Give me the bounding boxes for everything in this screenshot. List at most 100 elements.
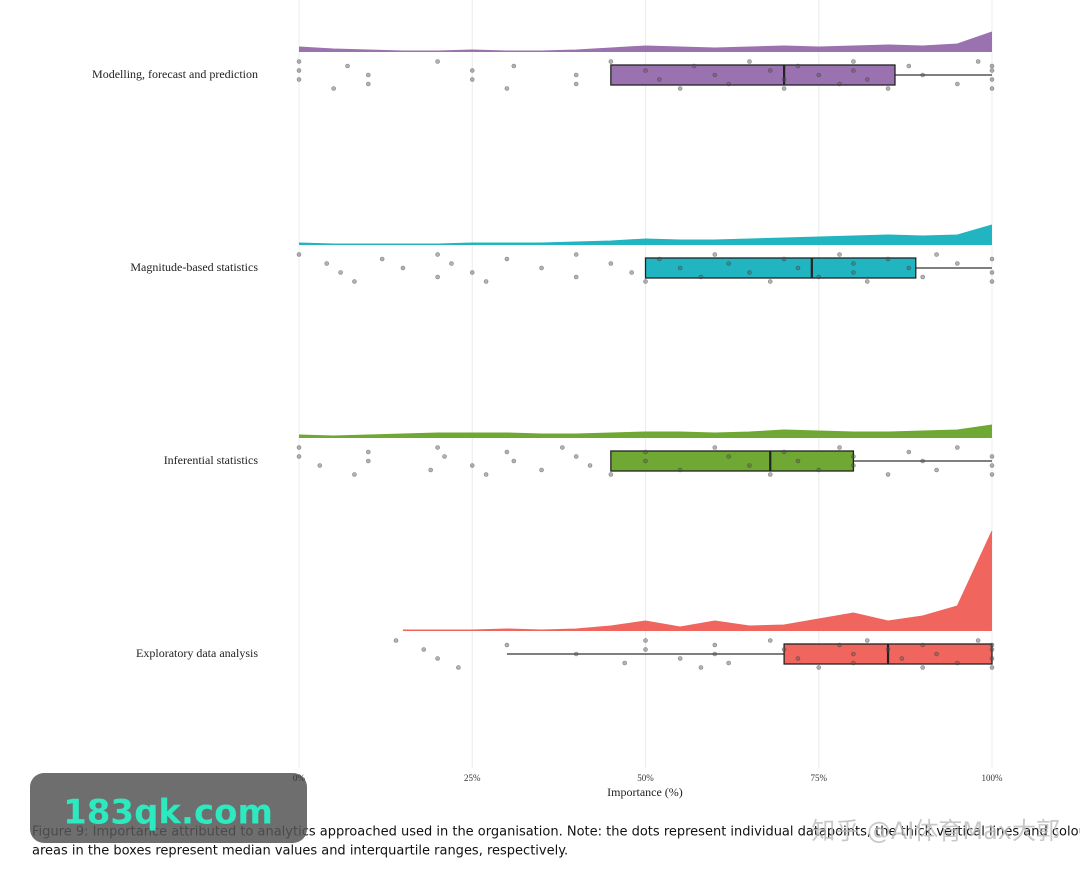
density [298, 31, 993, 52]
data-point [955, 660, 960, 666]
data-point [747, 59, 752, 64]
data-point [296, 68, 302, 73]
group-label: Inferential statistics [164, 453, 259, 467]
data-point [712, 72, 718, 78]
data-point [851, 261, 856, 266]
data-point [975, 638, 981, 643]
data-point [608, 261, 614, 266]
data-point [296, 252, 302, 257]
data-point [851, 660, 856, 666]
data-point [317, 463, 323, 468]
data-point [449, 261, 454, 266]
data-point [781, 256, 787, 262]
data-point [573, 454, 579, 459]
data-point [712, 651, 718, 657]
data-point [885, 647, 891, 652]
density [402, 530, 993, 631]
data-point [989, 642, 995, 648]
data-point [795, 63, 801, 69]
data-point [629, 270, 634, 275]
data-point [435, 274, 440, 280]
x-tick-label: 50% [637, 773, 654, 783]
data-point [934, 252, 939, 257]
data-point [864, 638, 870, 643]
data-point [851, 463, 856, 468]
data-point [726, 660, 731, 666]
data-point [643, 68, 648, 73]
group-label: Modelling, forecast and prediction [92, 67, 258, 81]
data-point [573, 252, 579, 257]
data-point [469, 77, 475, 82]
data-point [920, 274, 926, 280]
data-point [795, 458, 801, 464]
watermark-badge [30, 773, 307, 843]
data-point [816, 72, 822, 78]
data-point [560, 445, 565, 450]
data-point [837, 81, 842, 87]
data-point [483, 279, 489, 284]
data-point [608, 59, 614, 64]
data-point [573, 81, 579, 87]
data-point [365, 458, 371, 464]
data-point [726, 81, 731, 87]
x-axis-label: Importance (%) [607, 785, 683, 799]
x-tick-label: 100% [982, 773, 1004, 783]
data-point [442, 454, 447, 459]
box [644, 257, 917, 279]
data-point [365, 72, 371, 78]
data-point [379, 256, 385, 262]
data-point [851, 454, 856, 459]
data-point [906, 449, 912, 455]
data-point [955, 81, 960, 87]
data-point [435, 656, 440, 661]
data-point [504, 642, 510, 648]
data-point [851, 68, 856, 73]
data-point [435, 59, 440, 64]
data-point [352, 472, 357, 477]
data-point [920, 665, 926, 670]
data-point [643, 638, 648, 643]
data-point [504, 256, 510, 262]
x-tick-label: 75% [811, 773, 828, 783]
data-point [920, 72, 926, 78]
data-point [934, 467, 939, 473]
data-point [677, 656, 683, 661]
data-point [296, 77, 302, 82]
data-point [365, 81, 371, 87]
data-point [539, 265, 544, 271]
data-point [989, 463, 995, 468]
box [610, 450, 855, 472]
data-point [781, 449, 787, 455]
data-point [338, 270, 343, 275]
data-point [767, 472, 773, 477]
data-point [726, 261, 731, 266]
data-point [885, 86, 891, 91]
data-point [435, 252, 440, 257]
data-point [296, 454, 302, 459]
data-point [573, 651, 579, 657]
data-point [864, 279, 870, 284]
data-point [456, 665, 461, 670]
data-point [677, 86, 683, 91]
data-point [864, 77, 870, 82]
data-point [989, 256, 995, 262]
data-point [989, 279, 995, 284]
data-point [511, 458, 517, 464]
watermark: 183qk.com [63, 793, 273, 833]
data-point [324, 261, 330, 266]
data-point [365, 449, 371, 455]
data-point [400, 265, 406, 271]
data-point [781, 77, 787, 82]
data-point [989, 77, 995, 82]
data-point [816, 274, 822, 280]
caption: areas in the boxes represent median valu… [32, 844, 568, 859]
data-point [955, 445, 960, 450]
data-point [920, 458, 926, 464]
data-point [837, 445, 842, 450]
data-point [816, 467, 822, 473]
data-point [795, 265, 801, 271]
data-point [469, 463, 475, 468]
data-point [352, 279, 357, 284]
data-point [934, 651, 939, 657]
data-point [851, 59, 856, 64]
